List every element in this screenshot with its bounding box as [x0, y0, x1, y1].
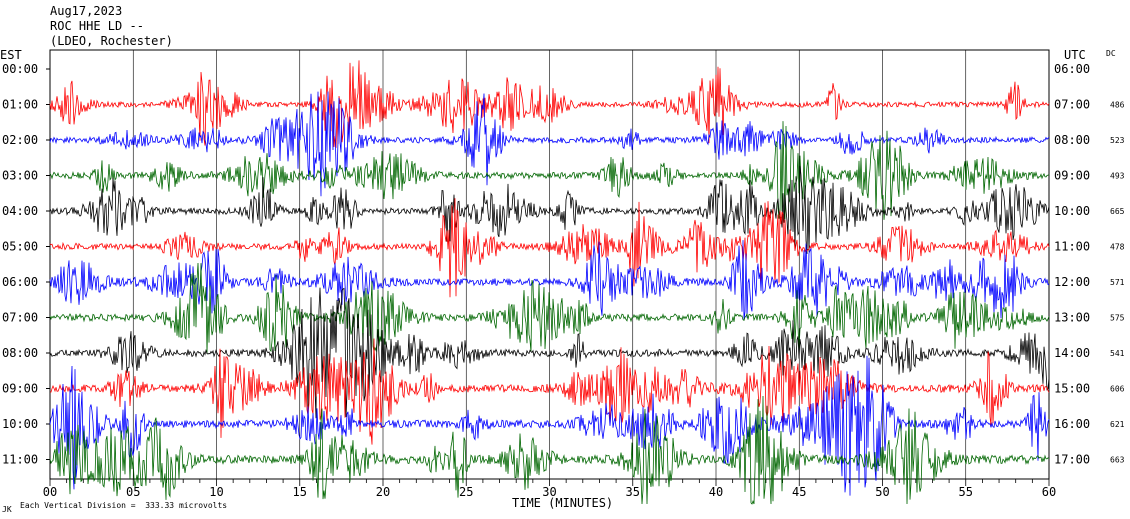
x-tick-label-7: 35 — [626, 485, 640, 499]
x-tick-label-3: 15 — [293, 485, 307, 499]
est-label-6: 06:00 — [2, 275, 38, 289]
dc-value-2: 523 — [1110, 136, 1125, 145]
dc-value-9: 606 — [1110, 385, 1125, 394]
trace-0500 — [49, 198, 1050, 298]
header-station: ROC HHE LD -- — [50, 19, 144, 33]
est-label-9: 09:00 — [2, 382, 38, 396]
est-label-11: 11:00 — [2, 453, 38, 467]
header-date: Aug17,2023 — [50, 4, 123, 18]
vertical-division-note: Each Vertical Division = 333.33 microvol… — [20, 501, 228, 510]
utc-label-9: 15:00 — [1054, 382, 1090, 396]
est-label-1: 01:00 — [2, 98, 38, 112]
x-tick-label-4: 20 — [376, 485, 390, 499]
trace-0400 — [49, 165, 1050, 255]
trace-0600 — [49, 240, 1050, 321]
corner-mark: JK — [2, 505, 12, 514]
est-label-10: 10:00 — [2, 417, 38, 431]
est-label-8: 08:00 — [2, 346, 38, 360]
dc-value-4: 665 — [1110, 207, 1125, 216]
x-tick-label-2: 10 — [209, 485, 223, 499]
dc-value-1: 486 — [1110, 101, 1125, 110]
dc-value-10: 621 — [1110, 420, 1125, 429]
dc-value-7: 575 — [1110, 314, 1125, 323]
dc-value-8: 541 — [1110, 349, 1125, 358]
trace-0300 — [49, 121, 1050, 220]
dc-column-label: DC — [1106, 49, 1116, 58]
x-tick-label-5: 25 — [459, 485, 473, 499]
utc-label-5: 11:00 — [1054, 240, 1090, 254]
utc-axis-label: UTC — [1064, 48, 1086, 62]
x-tick-label-1: 05 — [126, 485, 140, 499]
utc-label-6: 12:00 — [1054, 275, 1090, 289]
x-tick-label-11: 55 — [959, 485, 973, 499]
utc-label-7: 13:00 — [1054, 311, 1090, 325]
est-label-3: 03:00 — [2, 169, 38, 183]
utc-label-4: 10:00 — [1054, 204, 1090, 218]
x-tick-label-12: 60 — [1042, 485, 1056, 499]
x-tick-label-0: 00 — [43, 485, 57, 499]
utc-label-2: 08:00 — [1054, 133, 1090, 147]
utc-label-8: 14:00 — [1054, 346, 1090, 360]
utc-label-10: 16:00 — [1054, 417, 1090, 431]
trace-0200 — [49, 91, 1050, 197]
dc-value-11: 663 — [1110, 456, 1125, 465]
trace-0100 — [49, 60, 1050, 148]
trace-1100 — [49, 395, 1050, 505]
utc-label-0: 06:00 — [1054, 62, 1090, 76]
utc-label-1: 07:00 — [1054, 98, 1090, 112]
dc-value-5: 478 — [1110, 243, 1125, 252]
est-label-4: 04:00 — [2, 204, 38, 218]
header-network: (LDEO, Rochester) — [50, 34, 173, 48]
trace-0800 — [49, 287, 1050, 419]
dc-value-3: 493 — [1110, 172, 1125, 181]
trace-0700 — [49, 262, 1050, 354]
dc-value-6: 571 — [1110, 278, 1125, 287]
x-tick-label-6: 30 — [542, 485, 556, 499]
est-label-7: 07:00 — [2, 311, 38, 325]
x-tick-label-8: 40 — [709, 485, 723, 499]
est-label-5: 05:00 — [2, 240, 38, 254]
x-axis-label: TIME (MINUTES) — [512, 496, 614, 510]
x-tick-label-10: 50 — [875, 485, 889, 499]
utc-label-3: 09:00 — [1054, 169, 1090, 183]
trace-1000 — [49, 355, 1050, 496]
est-label-2: 02:00 — [2, 133, 38, 147]
est-axis-label: EST — [0, 48, 22, 62]
est-label-0: 00:00 — [2, 62, 38, 76]
x-tick-label-9: 45 — [792, 485, 806, 499]
utc-label-11: 17:00 — [1054, 453, 1090, 467]
